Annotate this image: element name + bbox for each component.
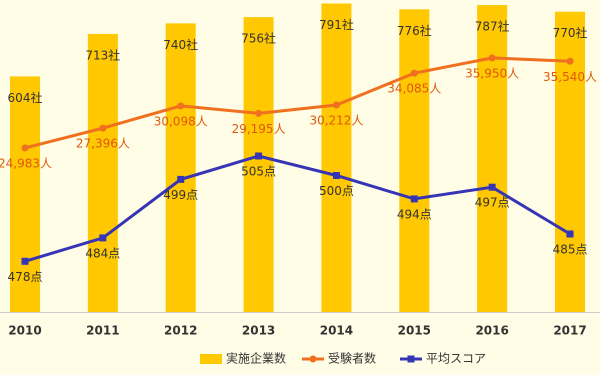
x-tick-label: 2011 [86, 324, 119, 338]
data-label: 34,085人 [387, 82, 441, 96]
data-label: 756社 [241, 31, 276, 46]
x-tick-label: 2013 [242, 324, 275, 338]
marker [332, 101, 340, 109]
line [24, 154, 571, 263]
legend-label: 受験者数 [328, 351, 376, 366]
marker [255, 152, 263, 160]
legend-marker [309, 355, 317, 363]
data-label: 478点 [8, 270, 43, 284]
x-tick-label: 2010 [8, 324, 41, 338]
data-label: 29,195人 [232, 122, 286, 136]
legend-marker [407, 355, 415, 363]
marker [99, 124, 107, 132]
data-label: 497点 [475, 196, 510, 210]
data-label: 494点 [397, 207, 432, 221]
bar [399, 9, 430, 313]
line [24, 56, 571, 150]
data-label: 500点 [319, 184, 354, 198]
data-label: 35,540人 [543, 70, 597, 84]
marker [99, 234, 107, 242]
marker [488, 183, 496, 191]
data-label: 24,983人 [0, 156, 52, 170]
marker [21, 257, 29, 265]
data-label: 485点 [553, 243, 588, 257]
marker [332, 172, 340, 179]
x-tick-label: 2014 [320, 324, 353, 338]
marker [410, 195, 418, 203]
data-label: 787社 [475, 19, 510, 34]
legend-label: 実施企業数 [226, 351, 286, 366]
marker [488, 54, 496, 62]
x-tick-label: 2016 [475, 324, 508, 338]
data-label: 791社 [319, 17, 354, 32]
bar [321, 3, 352, 312]
marker [177, 175, 185, 183]
data-label: 740社 [163, 37, 198, 52]
bar [555, 11, 586, 312]
x-tick-label: 2012 [164, 324, 197, 338]
bar [477, 5, 508, 312]
x-tick-label: 2017 [553, 324, 586, 338]
data-label: 35,950人 [465, 66, 519, 80]
data-label: 27,396人 [76, 137, 130, 151]
bar [10, 76, 40, 312]
data-label: 499点 [163, 188, 198, 202]
data-label: 776社 [397, 23, 432, 38]
marker [21, 144, 29, 152]
bar [87, 33, 118, 313]
marker [177, 102, 185, 110]
marker [566, 230, 574, 238]
legend-swatch [200, 354, 222, 364]
legend-label: 平均スコア [426, 352, 486, 366]
marker [255, 109, 263, 117]
bar [243, 17, 274, 312]
data-label: 505点 [241, 165, 276, 179]
data-label: 713社 [85, 47, 120, 62]
x-tick-label: 2015 [398, 324, 431, 338]
marker [410, 69, 418, 77]
data-label: 770社 [553, 25, 588, 40]
data-label: 484点 [85, 246, 120, 260]
data-label: 604社 [8, 90, 43, 105]
marker [566, 57, 574, 65]
data-label: 30,098人 [154, 114, 208, 128]
data-label: 30,212人 [309, 113, 363, 127]
bar [165, 23, 196, 313]
